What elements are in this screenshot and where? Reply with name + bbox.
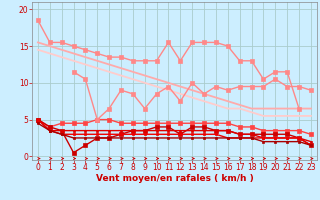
X-axis label: Vent moyen/en rafales ( km/h ): Vent moyen/en rafales ( km/h ) [96,174,253,183]
